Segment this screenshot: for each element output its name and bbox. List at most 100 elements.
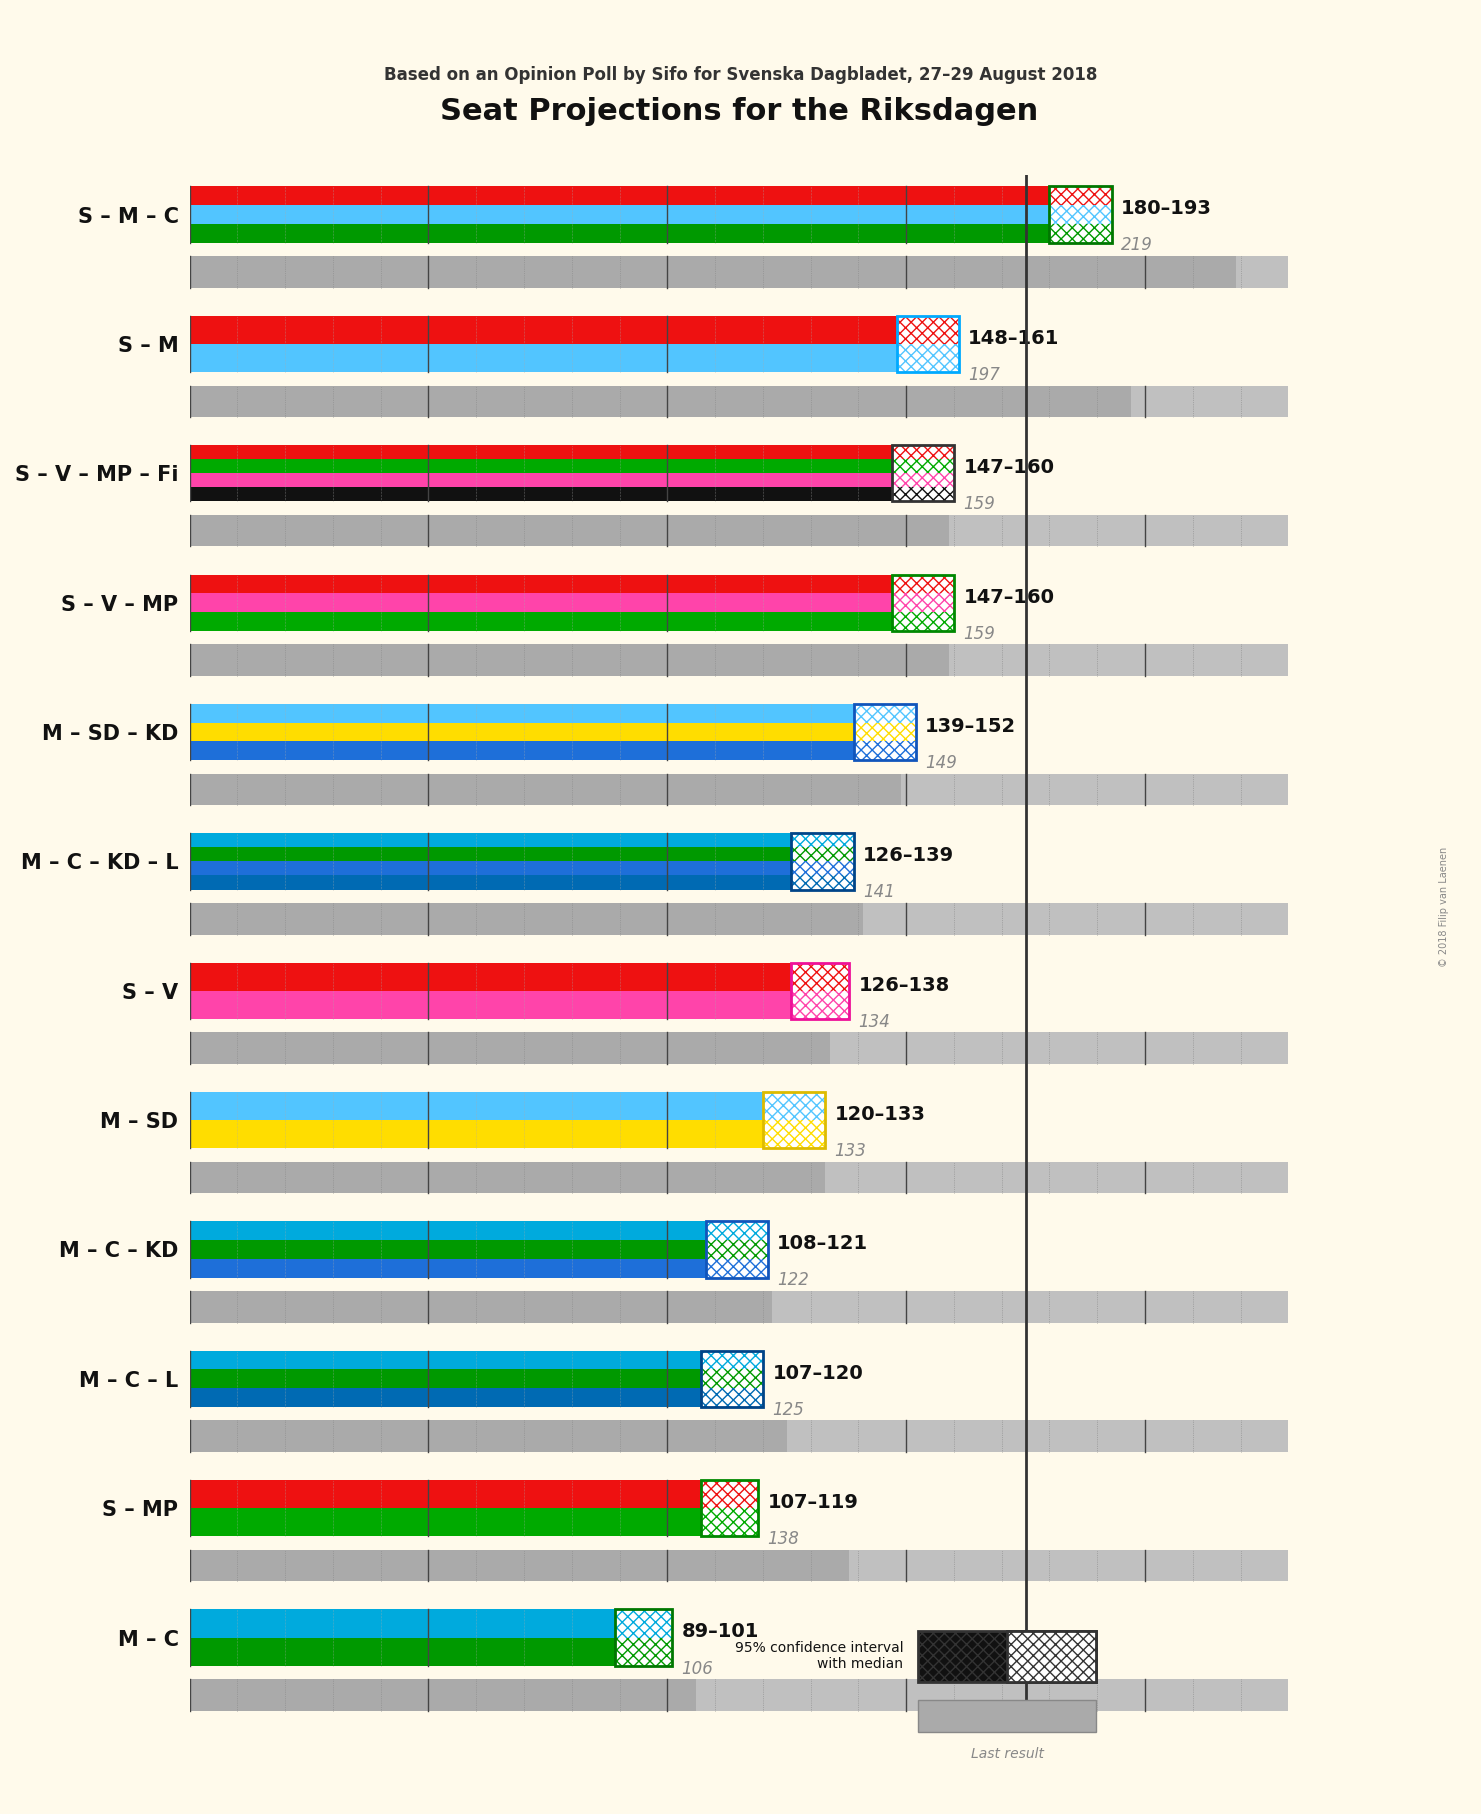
Bar <box>190 444 892 459</box>
Bar <box>705 1259 767 1277</box>
Bar <box>853 704 915 722</box>
Bar <box>190 1680 1288 1711</box>
Bar <box>190 1032 829 1063</box>
Bar <box>763 1092 825 1119</box>
Bar <box>190 1370 701 1388</box>
Bar <box>190 722 853 742</box>
Text: 126–138: 126–138 <box>859 976 949 994</box>
Bar <box>190 316 896 345</box>
Bar <box>190 1292 773 1322</box>
Text: 139–152: 139–152 <box>926 717 1016 736</box>
Bar <box>892 444 954 501</box>
Bar <box>791 847 853 862</box>
Bar <box>190 704 853 722</box>
Bar <box>892 593 954 611</box>
Text: 126–139: 126–139 <box>863 847 954 865</box>
Bar <box>892 611 954 631</box>
Bar <box>615 1638 672 1665</box>
Bar <box>190 593 892 611</box>
Text: 107–119: 107–119 <box>767 1493 859 1513</box>
Bar <box>892 575 954 593</box>
Text: 180–193: 180–193 <box>1121 200 1211 218</box>
Bar <box>1050 223 1112 243</box>
Text: 141: 141 <box>863 883 895 902</box>
Bar <box>701 1388 763 1408</box>
Text: 106: 106 <box>681 1660 714 1678</box>
Text: 138: 138 <box>767 1531 800 1547</box>
Text: 89–101: 89–101 <box>681 1622 758 1642</box>
Bar <box>190 1680 696 1711</box>
Bar <box>705 1221 767 1277</box>
Bar <box>190 1161 1288 1194</box>
Bar <box>190 1092 763 1119</box>
Bar <box>190 1032 1288 1063</box>
Bar <box>615 1609 672 1665</box>
Bar <box>190 1420 786 1451</box>
Text: 134: 134 <box>859 1012 890 1030</box>
Bar <box>896 316 958 345</box>
Bar <box>701 1351 763 1370</box>
Bar <box>190 644 949 677</box>
Text: © 2018 Filip van Laenen: © 2018 Filip van Laenen <box>1440 847 1448 967</box>
Bar <box>892 444 954 459</box>
Text: 122: 122 <box>778 1272 809 1290</box>
Text: 147–160: 147–160 <box>964 588 1054 606</box>
Bar <box>190 473 892 488</box>
Bar <box>190 903 1288 934</box>
Bar <box>190 1351 701 1370</box>
Text: 219: 219 <box>1121 236 1154 254</box>
Bar <box>791 963 849 990</box>
Bar <box>190 847 791 862</box>
Bar <box>791 876 853 889</box>
Bar <box>763 1092 825 1148</box>
Bar <box>190 223 1050 243</box>
Bar <box>701 1480 758 1507</box>
Bar <box>190 575 892 593</box>
Bar <box>791 833 853 889</box>
Bar <box>853 704 915 760</box>
Bar <box>190 1549 1288 1582</box>
Bar <box>190 1241 705 1259</box>
Text: 108–121: 108–121 <box>778 1234 868 1253</box>
Bar <box>190 644 1288 677</box>
Bar <box>705 1221 767 1241</box>
Text: 159: 159 <box>964 624 995 642</box>
Bar <box>190 345 896 372</box>
Bar <box>190 611 892 631</box>
Text: 197: 197 <box>969 366 1000 385</box>
Bar <box>190 833 791 847</box>
Bar <box>190 773 1288 805</box>
Bar <box>190 386 1130 417</box>
Bar <box>190 876 791 889</box>
Bar <box>190 515 1288 546</box>
Bar <box>791 990 849 1019</box>
Bar <box>701 1351 763 1408</box>
Bar <box>190 459 892 473</box>
Bar <box>190 1507 701 1536</box>
Bar <box>791 963 849 1019</box>
Bar <box>190 903 863 934</box>
Bar <box>190 256 1235 288</box>
Bar <box>791 862 853 876</box>
Text: 95% confidence interval
with median: 95% confidence interval with median <box>735 1642 903 1671</box>
Bar <box>1050 205 1112 223</box>
Bar <box>701 1480 758 1536</box>
Text: 148–161: 148–161 <box>969 328 1059 348</box>
Bar <box>190 862 791 876</box>
Bar <box>190 1480 701 1507</box>
Bar <box>615 1609 672 1638</box>
Text: 120–133: 120–133 <box>834 1105 926 1125</box>
Bar <box>190 1609 615 1638</box>
Text: 159: 159 <box>964 495 995 513</box>
Bar <box>892 488 954 501</box>
Title: Seat Projections for the Riksdagen: Seat Projections for the Riksdagen <box>440 96 1038 125</box>
Bar <box>763 1119 825 1148</box>
Bar <box>701 1370 763 1388</box>
Bar <box>190 256 1288 288</box>
Bar <box>853 722 915 742</box>
Bar <box>190 488 892 501</box>
Bar <box>190 1221 705 1241</box>
Bar <box>190 1161 825 1194</box>
Bar <box>853 742 915 760</box>
Bar <box>1050 187 1112 205</box>
